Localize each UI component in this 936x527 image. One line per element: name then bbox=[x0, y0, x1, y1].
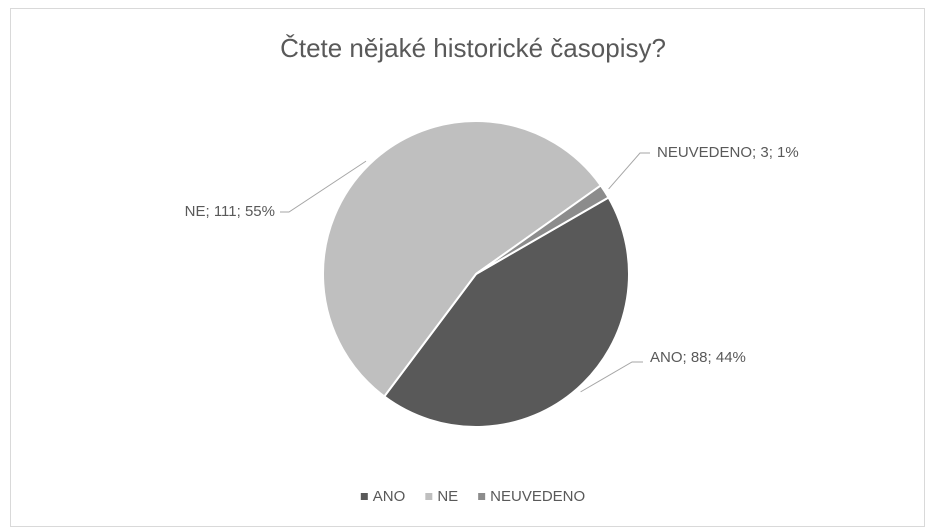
leader-line bbox=[280, 160, 367, 213]
pie-slice bbox=[475, 184, 610, 275]
legend-swatch bbox=[425, 493, 433, 500]
leader-line bbox=[580, 361, 643, 393]
pie-slice bbox=[382, 196, 630, 428]
legend-label: NEUVEDENO bbox=[490, 488, 585, 505]
pie-slice bbox=[322, 120, 603, 398]
legend-label: ANO bbox=[373, 488, 406, 505]
data-label: NE; 111; 55% bbox=[185, 203, 275, 220]
legend-swatch bbox=[478, 493, 486, 500]
chart-title: Čtete nějaké historické časopisy? bbox=[280, 33, 666, 63]
legend-swatch bbox=[360, 493, 368, 500]
legend-label: NE bbox=[437, 488, 458, 505]
leader-line bbox=[608, 152, 650, 190]
data-label: ANO; 88; 44% bbox=[650, 349, 746, 366]
data-label: NEUVEDENO; 3; 1% bbox=[657, 144, 799, 161]
